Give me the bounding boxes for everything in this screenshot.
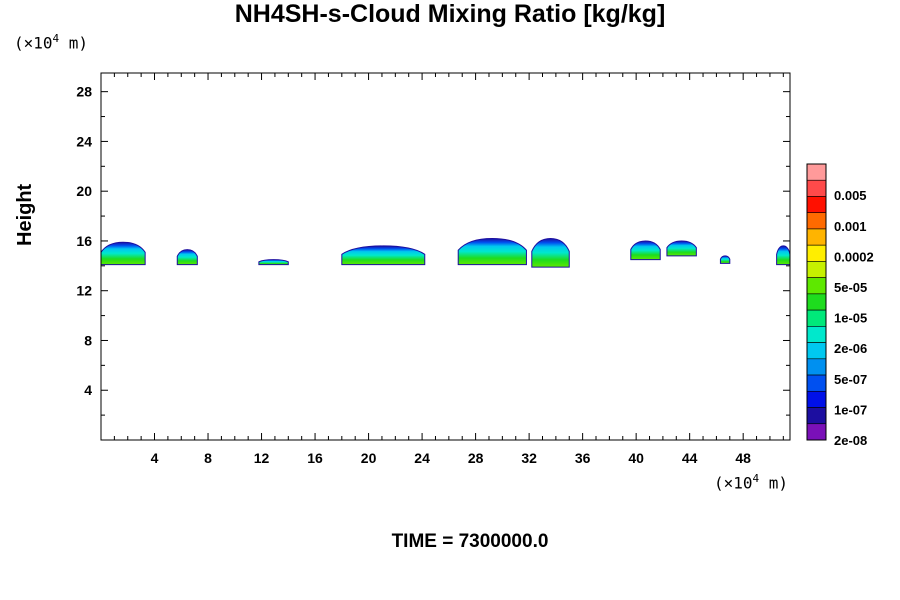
cloud-patch: [176, 249, 198, 266]
y-tick-label: 16: [76, 233, 92, 249]
colorbar-label: 1e-07: [834, 402, 867, 417]
colorbar-swatch: [806, 407, 827, 425]
colorbar-swatch: [806, 390, 827, 408]
x-tick-label: 24: [414, 450, 430, 466]
x-unit-label: (×104 m): [714, 472, 789, 493]
cloud-patch: [531, 237, 570, 268]
colorbar-swatch: [806, 212, 827, 230]
colorbar-swatch: [806, 326, 827, 343]
cloud-patch: [719, 255, 731, 264]
colorbar-label: 5e-07: [834, 372, 867, 387]
x-tick-label: 28: [468, 450, 484, 466]
x-tick-label: 4: [151, 450, 159, 466]
x-tick-label: 20: [361, 450, 377, 466]
cloud-patch: [100, 241, 146, 266]
colorbar-label: 0.005: [834, 188, 867, 203]
colorbar-swatch: [806, 293, 827, 311]
y-unit-label: (×104 m): [14, 32, 89, 53]
colorbar-swatch: [806, 244, 827, 262]
y-tick-label: 28: [76, 84, 92, 100]
y-tick-label: 4: [84, 382, 92, 398]
x-tick-label: 40: [628, 450, 644, 466]
colorbar-swatch: [806, 358, 827, 376]
cloud-patch: [776, 245, 791, 266]
colorbar: 0.005 0.001 0.0002 5e-05 1e-05 2e-06 5e-07 1e-0…: [806, 163, 874, 448]
x-tick-label: 44: [682, 450, 698, 466]
colorbar-swatch: [806, 342, 827, 360]
cloud-patch: [630, 240, 661, 261]
cloud-patch: [457, 237, 527, 266]
y-tick-label: 12: [76, 283, 92, 299]
x-tick-label: 8: [204, 450, 212, 466]
cloud-patch: [258, 259, 289, 266]
colorbar-label: 0.001: [834, 219, 867, 234]
x-tick-label: 36: [575, 450, 591, 466]
y-tick-label: 20: [76, 183, 92, 199]
colorbar-swatch: [806, 228, 827, 246]
colorbar-swatch: [806, 423, 827, 441]
x-tick-label: 16: [307, 450, 323, 466]
colorbar-swatch: [806, 163, 827, 181]
x-tick-label: 12: [254, 450, 270, 466]
y-tick-label: 24: [76, 133, 92, 149]
x-tick-label: 32: [521, 450, 537, 466]
colorbar-label: 2e-08: [834, 433, 867, 448]
colorbar-swatch: [806, 277, 827, 295]
colorbar-label: 1e-05: [834, 311, 867, 326]
colorbar-label: 5e-05: [834, 280, 867, 295]
cloud-field: [100, 237, 791, 268]
y-tick-label: 8: [84, 332, 92, 348]
chart-title: NH4SH-s-Cloud Mixing Ratio [kg/kg]: [234, 0, 666, 28]
cloud-patch: [341, 245, 426, 266]
colorbar-swatch: [806, 309, 827, 327]
colorbar-label: 0.0002: [834, 249, 874, 264]
colorbar-swatch: [806, 196, 827, 214]
colorbar-swatch: [806, 261, 827, 278]
x-tick-label: 48: [735, 450, 751, 466]
colorbar-label: 2e-06: [834, 341, 867, 356]
time-label: TIME = 7300000.0: [391, 531, 549, 552]
colorbar-swatch: [806, 374, 827, 392]
colorbar-frame: [806, 163, 827, 441]
cloud-patch: [666, 240, 697, 257]
plot-frame: [100, 72, 791, 441]
colorbar-swatch: [806, 179, 827, 197]
